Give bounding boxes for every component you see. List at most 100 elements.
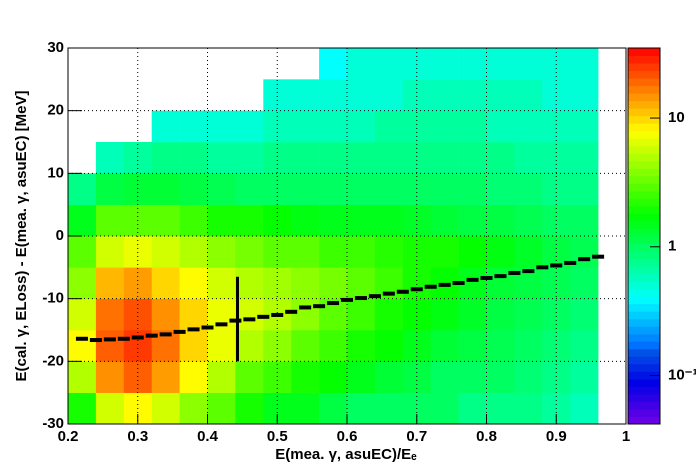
heatmap-cell [319,79,348,111]
heatmap-cell [347,236,376,268]
y-tick-label: -30 [42,415,64,432]
heatmap-cell [402,110,431,143]
heatmap-cell [235,204,264,237]
heatmap-cell [430,79,459,111]
colorbar-step [628,311,660,320]
heatmap-cell [291,361,320,393]
heatmap-cell [570,173,599,205]
heatmap-cell [68,330,97,362]
profile-point [592,254,605,259]
heatmap-cell [319,392,348,425]
profile-point [313,304,326,309]
heatmap-cell [319,236,348,268]
profile-point [396,289,409,294]
colorbar-frame [627,47,661,425]
heatmap-cell [514,330,543,362]
colorbar-step [628,408,660,417]
heatmap-cell [263,361,292,393]
colorbar-step [628,153,660,162]
profile-point [578,257,591,262]
heatmap-cell [514,173,543,205]
heatmap-cell [458,204,487,237]
colorbar-step [628,130,660,139]
heatmap-cell [319,48,348,80]
heatmap-cell [151,142,180,174]
x-axis-title: E(mea. γ, asuEC)/Eₑ [275,446,417,463]
heatmap-cell [458,110,487,143]
x-tick-label: 1 [622,428,630,445]
heatmap-cell [95,173,125,205]
colorbar-step [628,251,660,260]
heatmap-cell [291,392,320,425]
heatmap-cell [347,173,376,205]
heatmap-cell [430,48,459,80]
heatmap-cell [458,48,487,80]
profile-point [299,305,312,310]
heatmap-cell [319,267,348,299]
heatmap-cell [374,204,404,237]
heatmap-cell [319,173,348,205]
heatmap-cell [179,236,208,268]
profile-point [536,265,549,270]
heatmap-cell [263,173,292,205]
heatmap-cell [430,110,459,143]
heatmap-cell [179,204,208,237]
heatmap-cell [570,204,599,237]
x-tick-label: 0.9 [546,428,567,445]
heatmap-cell [179,142,208,174]
colorbar-step [628,78,660,87]
heatmap-cell [430,361,459,393]
profile-point [201,325,214,330]
heatmap-cell [374,173,404,205]
colorbar-step [628,363,660,372]
heatmap-cell [263,110,292,143]
heatmap-cell [347,361,376,393]
heatmap-cell [402,173,431,205]
heatmap-cell [291,79,320,111]
heatmap-cell [235,236,264,268]
colorbar-step [628,213,660,222]
heatmap-cell [486,236,515,268]
heatmap-cell [486,204,515,237]
profile-point [243,317,256,322]
heatmap-cell [207,361,236,393]
x-tick-label: 0.7 [406,428,427,445]
heatmap-cell [235,361,264,393]
heatmap-cell [542,173,571,205]
heatmap-cell [374,330,404,362]
profile-point [159,332,172,337]
colorbar-tick-label: 1 [668,238,676,255]
x-tick-label: 0.8 [476,428,497,445]
heatmap-cell [486,330,515,362]
colorbar-step [628,288,660,297]
profile-point [257,314,270,319]
heatmap-cell [458,79,487,111]
heatmap-cell [235,267,264,299]
colorbar-step [628,93,660,102]
colorbar-tick-label: 10 [668,109,685,126]
colorbar-step [628,303,660,312]
colorbar-step [628,236,660,245]
profile-point [187,327,200,332]
heatmap-cell [151,110,180,143]
heatmap-cell [319,361,348,393]
heatmap-cell [374,79,404,111]
colorbar-step [628,416,660,425]
heatmap-cell [458,173,487,205]
colorbar-step [628,55,660,64]
heatmap-cell [514,142,543,174]
colorbar-step [628,160,660,169]
heatmap-cell [291,110,320,143]
heatmap-cell [570,392,599,425]
colorbar-step [628,85,660,94]
heatmap-cell [430,204,459,237]
heatmap-cell [570,110,599,143]
heatmap-cell [291,298,320,331]
heatmap-cell [402,48,431,80]
heatmap-cell [263,236,292,268]
heatmap-cell [514,204,543,237]
heatmap-cell [430,173,459,205]
heatmap-cell [95,330,125,362]
y-tick-label: 0 [56,227,64,244]
